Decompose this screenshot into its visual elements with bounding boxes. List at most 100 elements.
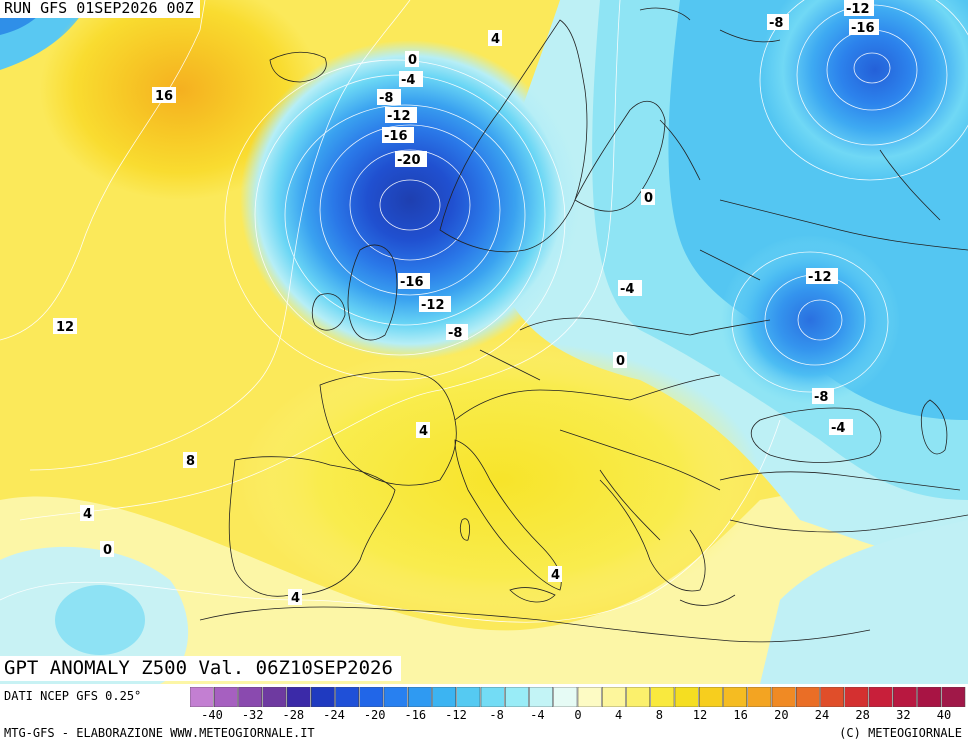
- color-swatch: [650, 687, 675, 707]
- contour-label: -12: [419, 296, 451, 313]
- color-swatch: [917, 687, 941, 707]
- svg-text:-12: -12: [808, 270, 832, 285]
- scale-tick-label: 16: [733, 708, 748, 722]
- contour-label: -4: [829, 419, 853, 436]
- color-swatch: [941, 687, 966, 707]
- contour-label: 0: [641, 189, 655, 206]
- svg-text:-12: -12: [846, 2, 870, 17]
- color-swatch: [335, 687, 359, 707]
- scale-tick-label: 0: [574, 708, 582, 722]
- color-swatch: [723, 687, 747, 707]
- color-swatch: [577, 687, 602, 707]
- scale-tick-label: 8: [655, 708, 663, 722]
- contour-label: 4: [548, 566, 562, 583]
- scale-tick-label: 28: [855, 708, 870, 722]
- data-source: DATI NCEP GFS 0.25°: [4, 689, 142, 703]
- color-swatch: [311, 687, 335, 707]
- contour-label: -16: [849, 19, 879, 36]
- color-swatch: [238, 687, 262, 707]
- scale-tick-label: -32: [241, 708, 264, 722]
- contour-label: 0: [100, 541, 114, 558]
- svg-text:4: 4: [419, 424, 428, 439]
- color-swatch: [844, 687, 869, 707]
- color-swatch: [771, 687, 796, 707]
- color-swatch: [893, 687, 917, 707]
- svg-text:-4: -4: [831, 421, 845, 436]
- scale-tick-label: -8: [489, 708, 504, 722]
- contour-label: 0: [613, 352, 627, 369]
- svg-text:-8: -8: [769, 16, 783, 31]
- color-swatch: [383, 687, 408, 707]
- svg-text:16: 16: [155, 89, 173, 104]
- color-swatch: [432, 687, 456, 707]
- color-swatch: [480, 687, 505, 707]
- contour-label: 0: [405, 51, 419, 68]
- contour-label: -8: [812, 388, 834, 405]
- contour-label: 8: [183, 452, 197, 469]
- contour-label: -16: [398, 273, 430, 290]
- scale-tick-label: 24: [814, 708, 830, 722]
- contour-label: -4: [399, 71, 423, 88]
- footer-credit: MTG-GFS - ELABORAZIONE WWW.METEOGIORNALE…: [4, 726, 315, 740]
- color-swatch: [626, 687, 650, 707]
- contour-label: 12: [53, 318, 77, 335]
- contour-label: -4: [618, 280, 642, 297]
- color-swatch: [408, 687, 432, 707]
- color-swatch: [820, 687, 844, 707]
- scale-tick-label: -16: [404, 708, 427, 722]
- scale-tick-label: -28: [282, 708, 305, 722]
- color-swatch: [505, 687, 529, 707]
- color-scale-bar: [190, 687, 966, 707]
- contour-label: -12: [806, 268, 838, 285]
- contour-label: -8: [377, 89, 401, 106]
- scale-tick-label: -20: [363, 708, 386, 722]
- contour-label: -8: [767, 14, 789, 31]
- svg-text:0: 0: [408, 53, 417, 68]
- color-swatch: [359, 687, 384, 707]
- svg-text:0: 0: [103, 543, 112, 558]
- scale-tick-label: 20: [774, 708, 789, 722]
- contour-label: 4: [488, 30, 502, 47]
- color-swatch: [747, 687, 772, 707]
- scale-tick-label: 4: [615, 708, 623, 722]
- svg-text:-16: -16: [400, 275, 424, 290]
- svg-text:-12: -12: [421, 298, 445, 313]
- svg-text:-8: -8: [448, 326, 462, 341]
- scale-tick-label: -4: [530, 708, 545, 722]
- contour-label: -16: [382, 127, 414, 144]
- color-swatch: [796, 687, 820, 707]
- color-swatch: [674, 687, 699, 707]
- color-swatch: [214, 687, 238, 707]
- color-swatch: [286, 687, 311, 707]
- run-label: RUN GFS 01SEP2026 00Z: [0, 0, 200, 18]
- color-swatch: [868, 687, 893, 707]
- contour-label: -20: [395, 151, 427, 168]
- scale-tick-label: -40: [201, 708, 223, 722]
- svg-text:-8: -8: [814, 390, 828, 405]
- scale-tick-label: 40: [936, 708, 952, 722]
- svg-text:12: 12: [56, 320, 74, 335]
- color-swatch: [190, 687, 214, 707]
- svg-text:-20: -20: [397, 153, 421, 168]
- color-swatch: [699, 687, 723, 707]
- color-swatch: [602, 687, 626, 707]
- svg-text:-12: -12: [387, 109, 411, 124]
- scale-tick-label: 12: [692, 708, 708, 722]
- color-swatch: [529, 687, 553, 707]
- footer-copyright: (C) METEOGIORNALE: [839, 726, 962, 740]
- scale-tick-label: -24: [323, 708, 345, 722]
- svg-text:-16: -16: [851, 21, 875, 36]
- svg-text:0: 0: [644, 191, 653, 206]
- color-swatch: [262, 687, 287, 707]
- svg-text:4: 4: [291, 591, 300, 606]
- svg-text:4: 4: [83, 507, 92, 522]
- svg-text:4: 4: [551, 568, 560, 583]
- contour-label: 4: [288, 589, 302, 606]
- contour-label: -12: [844, 0, 874, 17]
- contour-label: 16: [152, 87, 176, 104]
- svg-text:-8: -8: [379, 91, 393, 106]
- contour-label: -12: [385, 107, 417, 124]
- scale-tick-label: 32: [896, 708, 911, 722]
- contour-label: 4: [80, 505, 94, 522]
- svg-text:-4: -4: [401, 73, 415, 88]
